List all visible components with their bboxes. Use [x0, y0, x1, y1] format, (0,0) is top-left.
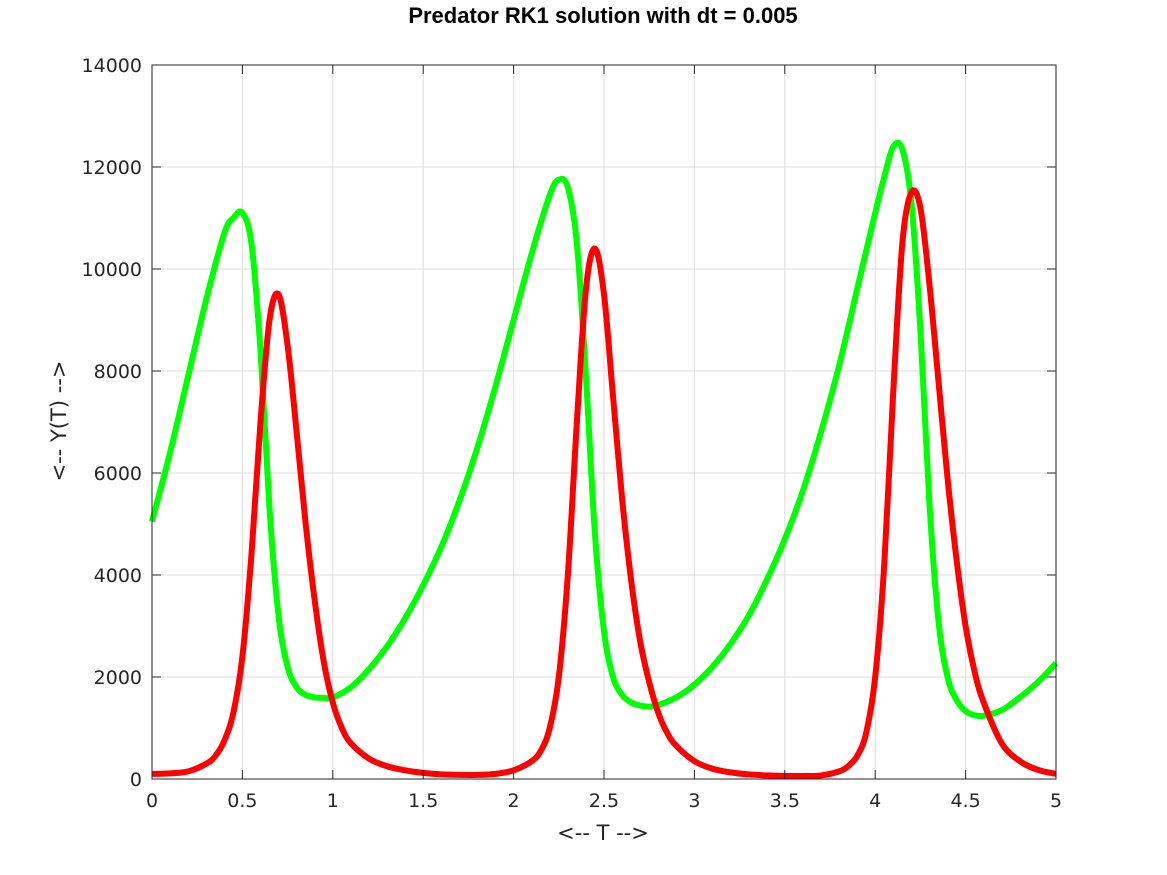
y-tick-label: 14000 [82, 55, 142, 77]
y-axis-label: <-- Y(T) --> [47, 361, 71, 482]
y-tick-label: 10000 [82, 259, 142, 281]
x-tick-label: 5 [1050, 790, 1062, 812]
x-tick-label: 1.5 [408, 790, 438, 812]
x-tick-label: 0.5 [227, 790, 257, 812]
x-tick-label: 4 [869, 790, 881, 812]
y-tick-label: 12000 [82, 157, 142, 179]
y-tick-label: 8000 [94, 361, 142, 383]
axis-ticks: 0 0.5 1 1.5 2 2.5 3 3.5 4 4.5 5 0 2000 4000 6000 8000 10… [82, 55, 1063, 812]
y-tick-label: 0 [130, 769, 142, 791]
y-tick-label: 6000 [94, 463, 142, 485]
x-axis-label: <-- T --> [557, 821, 649, 845]
x-tick-label: 3.5 [770, 790, 800, 812]
x-tick-label: 3 [688, 790, 700, 812]
x-tick-label: 4.5 [950, 790, 980, 812]
series-line-2 [151, 187, 1057, 780]
chart-title: Predator RK1 solution with dt = 0.005 [408, 3, 797, 28]
x-tick-label: 1 [327, 790, 339, 812]
x-tick-label: 2 [508, 790, 520, 812]
series-layer [149, 139, 1059, 780]
x-tick-label: 2.5 [589, 790, 619, 812]
x-tick-label: 0 [146, 790, 158, 812]
y-tick-label: 4000 [94, 565, 142, 587]
y-tick-label: 2000 [94, 667, 142, 689]
series-line-1 [149, 139, 1059, 720]
